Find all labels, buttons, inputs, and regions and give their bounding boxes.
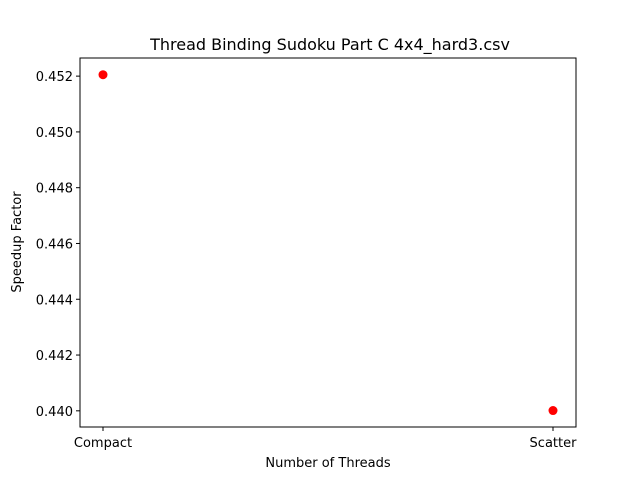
y-tick-label: 0.448 bbox=[36, 182, 73, 197]
y-tick-label: 0.446 bbox=[36, 237, 73, 252]
x-tick-label: Compact bbox=[74, 436, 132, 451]
plot-frame bbox=[79, 57, 577, 428]
x-axis-label: Number of Threads bbox=[265, 456, 390, 471]
y-tick-label: 0.444 bbox=[36, 293, 73, 308]
chart-title: Thread Binding Sudoku Part C 4x4_hard3.c… bbox=[149, 35, 510, 55]
x-tick-label: Scatter bbox=[530, 436, 578, 451]
data-point bbox=[98, 70, 108, 80]
y-tick-label: 0.452 bbox=[36, 70, 73, 85]
plot-area: 0.440 0.442 0.444 0.446 0.448 0.450 0.452 Compa… bbox=[36, 70, 577, 451]
y-axis-label: Speedup Factor bbox=[10, 191, 25, 293]
y-tick-label: 0.442 bbox=[36, 349, 73, 364]
y-tick-label: 0.440 bbox=[36, 405, 73, 420]
y-tick-label: 0.450 bbox=[36, 126, 73, 141]
data-point bbox=[548, 406, 558, 416]
